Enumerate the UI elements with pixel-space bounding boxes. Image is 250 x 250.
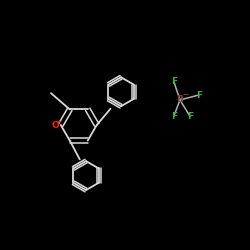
Text: F: F: [196, 90, 202, 100]
Text: +: +: [56, 119, 62, 124]
Text: F: F: [171, 112, 177, 121]
Text: B: B: [176, 96, 184, 104]
Text: F: F: [187, 112, 193, 121]
Text: F: F: [171, 77, 177, 86]
Text: O: O: [52, 120, 59, 130]
Text: −: −: [182, 90, 188, 100]
